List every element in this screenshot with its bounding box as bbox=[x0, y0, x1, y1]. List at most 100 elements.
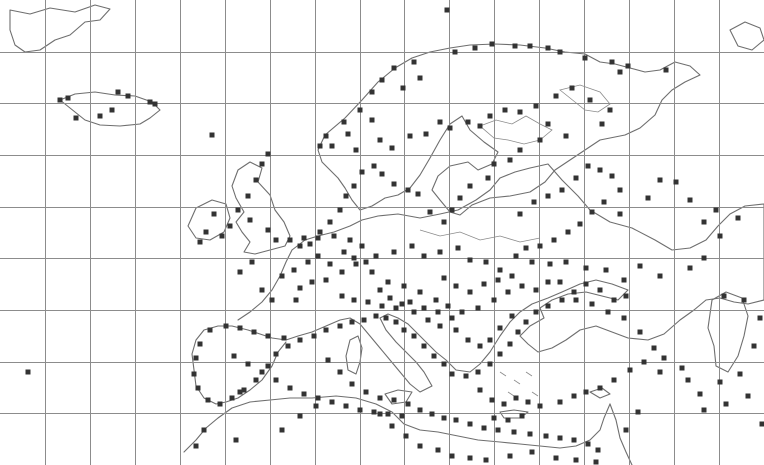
station-marker[interactable] bbox=[201, 427, 207, 433]
station-marker[interactable] bbox=[585, 441, 591, 447]
station-marker[interactable] bbox=[359, 243, 365, 249]
station-marker[interactable] bbox=[345, 131, 351, 137]
station-marker[interactable] bbox=[645, 195, 651, 201]
station-marker[interactable] bbox=[557, 435, 563, 441]
station-marker[interactable] bbox=[399, 301, 405, 307]
station-marker[interactable] bbox=[417, 443, 423, 449]
station-marker[interactable] bbox=[737, 371, 743, 377]
station-marker[interactable] bbox=[517, 211, 523, 217]
station-marker[interactable] bbox=[617, 69, 623, 75]
station-marker[interactable] bbox=[501, 401, 507, 407]
station-marker[interactable] bbox=[487, 361, 493, 367]
station-marker[interactable] bbox=[217, 401, 223, 407]
station-marker[interactable] bbox=[563, 133, 569, 139]
station-marker[interactable] bbox=[452, 49, 458, 55]
station-marker[interactable] bbox=[389, 423, 395, 429]
station-marker[interactable] bbox=[509, 313, 515, 319]
station-marker[interactable] bbox=[405, 187, 411, 193]
station-marker[interactable] bbox=[745, 393, 751, 399]
station-marker[interactable] bbox=[529, 449, 535, 455]
station-marker[interactable] bbox=[425, 317, 431, 323]
station-marker[interactable] bbox=[429, 411, 435, 417]
station-marker[interactable] bbox=[517, 147, 523, 153]
station-marker[interactable] bbox=[449, 371, 455, 377]
station-marker[interactable] bbox=[237, 269, 243, 275]
station-marker[interactable] bbox=[391, 249, 397, 255]
station-marker[interactable] bbox=[595, 447, 601, 453]
station-marker[interactable] bbox=[597, 287, 603, 293]
station-marker[interactable] bbox=[751, 343, 757, 349]
station-marker[interactable] bbox=[361, 317, 367, 323]
station-marker[interactable] bbox=[347, 237, 353, 243]
station-marker[interactable] bbox=[343, 403, 349, 409]
station-marker[interactable] bbox=[459, 309, 465, 315]
station-marker[interactable] bbox=[265, 227, 271, 233]
station-marker[interactable] bbox=[571, 289, 577, 295]
station-marker[interactable] bbox=[309, 279, 315, 285]
station-marker[interactable] bbox=[379, 303, 385, 309]
station-marker[interactable] bbox=[371, 163, 377, 169]
station-marker[interactable] bbox=[249, 259, 255, 265]
station-marker[interactable] bbox=[307, 241, 313, 247]
station-marker[interactable] bbox=[449, 207, 455, 213]
station-marker[interactable] bbox=[465, 337, 471, 343]
station-marker[interactable] bbox=[265, 333, 271, 339]
station-marker[interactable] bbox=[391, 397, 397, 403]
station-marker[interactable] bbox=[291, 267, 297, 273]
station-marker[interactable] bbox=[377, 411, 383, 417]
station-marker[interactable] bbox=[279, 273, 285, 279]
station-marker[interactable] bbox=[279, 427, 285, 433]
station-marker[interactable] bbox=[317, 143, 323, 149]
station-marker[interactable] bbox=[441, 415, 447, 421]
station-marker[interactable] bbox=[717, 379, 723, 385]
station-marker[interactable] bbox=[512, 43, 518, 49]
station-marker[interactable] bbox=[323, 277, 329, 283]
station-marker[interactable] bbox=[735, 215, 741, 221]
station-marker[interactable] bbox=[317, 229, 323, 235]
station-marker[interactable] bbox=[389, 145, 395, 151]
station-marker[interactable] bbox=[513, 395, 519, 401]
station-marker[interactable] bbox=[527, 431, 533, 437]
station-marker[interactable] bbox=[203, 229, 209, 235]
station-marker[interactable] bbox=[585, 163, 591, 169]
station-marker[interactable] bbox=[237, 325, 243, 331]
station-marker[interactable] bbox=[417, 75, 423, 81]
station-marker[interactable] bbox=[537, 403, 543, 409]
station-marker[interactable] bbox=[251, 329, 257, 335]
station-marker[interactable] bbox=[437, 119, 443, 125]
station-marker[interactable] bbox=[73, 115, 79, 121]
station-marker[interactable] bbox=[603, 267, 609, 273]
station-marker[interactable] bbox=[269, 297, 275, 303]
station-marker[interactable] bbox=[599, 121, 605, 127]
station-marker[interactable] bbox=[491, 415, 497, 421]
station-marker[interactable] bbox=[152, 101, 158, 107]
station-marker[interactable] bbox=[573, 457, 579, 463]
station-marker[interactable] bbox=[497, 325, 503, 331]
station-marker[interactable] bbox=[57, 97, 63, 103]
station-marker[interactable] bbox=[399, 413, 405, 419]
station-marker[interactable] bbox=[617, 211, 623, 217]
station-marker[interactable] bbox=[297, 285, 303, 291]
station-marker[interactable] bbox=[437, 323, 443, 329]
station-marker[interactable] bbox=[323, 133, 329, 139]
station-marker[interactable] bbox=[583, 265, 589, 271]
station-marker[interactable] bbox=[337, 207, 343, 213]
station-marker[interactable] bbox=[369, 89, 375, 95]
station-marker[interactable] bbox=[475, 369, 481, 375]
station-marker[interactable] bbox=[400, 85, 406, 91]
station-marker[interactable] bbox=[589, 301, 595, 307]
station-marker[interactable] bbox=[417, 289, 423, 295]
station-marker[interactable] bbox=[273, 237, 279, 243]
station-marker[interactable] bbox=[467, 257, 473, 263]
station-marker[interactable] bbox=[227, 223, 233, 229]
station-marker[interactable] bbox=[537, 243, 543, 249]
station-marker[interactable] bbox=[587, 97, 593, 103]
station-marker[interactable] bbox=[193, 355, 199, 361]
station-marker[interactable] bbox=[721, 293, 727, 299]
station-marker[interactable] bbox=[357, 407, 363, 413]
station-marker[interactable] bbox=[497, 351, 503, 357]
station-marker[interactable] bbox=[421, 343, 427, 349]
station-marker[interactable] bbox=[205, 397, 211, 403]
station-marker[interactable] bbox=[331, 233, 337, 239]
station-marker[interactable] bbox=[637, 329, 643, 335]
